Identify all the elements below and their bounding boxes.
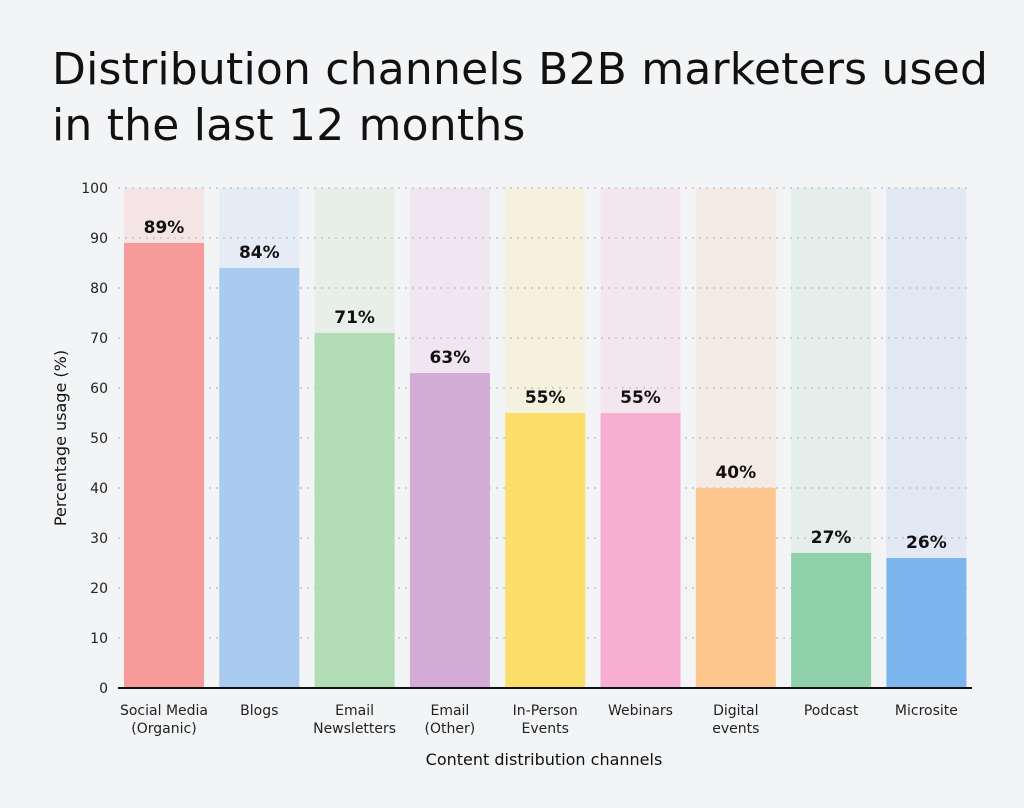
bar (600, 413, 681, 688)
bar (409, 373, 490, 688)
data-label: 26% (906, 533, 947, 553)
bar (791, 553, 872, 688)
x-axis-title: Content distribution channels (426, 750, 663, 769)
chart-title: Distribution channels B2B marketers used… (52, 44, 989, 151)
data-label: 27% (811, 528, 852, 548)
x-tick-label: events (712, 721, 759, 737)
x-tick-label: Blogs (240, 703, 278, 719)
bars (124, 243, 967, 688)
x-tick-label: Email (335, 703, 374, 719)
x-tick-label: Newsletters (313, 721, 396, 737)
bar (219, 268, 300, 688)
y-tick-label: 20 (90, 581, 108, 597)
data-label: 55% (620, 388, 661, 408)
bar (124, 243, 204, 688)
data-label: 55% (525, 388, 566, 408)
data-label: 40% (715, 463, 756, 483)
data-label: 89% (144, 218, 185, 238)
x-tick-label: In-Person (513, 703, 578, 719)
y-tick-label: 50 (90, 431, 108, 447)
x-tick-label: Events (521, 721, 568, 737)
y-tick-label: 80 (90, 281, 108, 297)
bar (505, 413, 586, 688)
y-axis-title: Percentage usage (%) (51, 350, 70, 526)
x-tick-label: Webinars (608, 703, 673, 719)
y-tick-label: 0 (99, 681, 108, 697)
y-tick-label: 60 (90, 381, 108, 397)
x-tick-label: Podcast (804, 703, 859, 719)
y-tick-label: 10 (90, 631, 108, 647)
data-label: 84% (239, 243, 280, 263)
x-tick-label: Email (430, 703, 469, 719)
x-tick-label: (Organic) (131, 721, 196, 737)
y-tick-label: 70 (90, 331, 108, 347)
bar (886, 558, 967, 688)
y-tick-label: 30 (90, 531, 108, 547)
data-label: 71% (334, 308, 375, 328)
data-label: 63% (430, 348, 471, 368)
y-tick-label: 40 (90, 481, 108, 497)
y-tick-label: 100 (81, 181, 108, 197)
bar (314, 333, 395, 688)
x-tick-label: Social Media (120, 703, 208, 719)
x-tick-label: Digital (713, 703, 758, 719)
x-tick-label: (Other) (425, 721, 476, 737)
y-tick-label: 90 (90, 231, 108, 247)
labels: 0 10 20 30 40 50 60 70 80 90 100 89% Social Media (Or… (81, 181, 958, 737)
bar (695, 488, 776, 688)
x-tick-label: Microsite (895, 703, 958, 719)
